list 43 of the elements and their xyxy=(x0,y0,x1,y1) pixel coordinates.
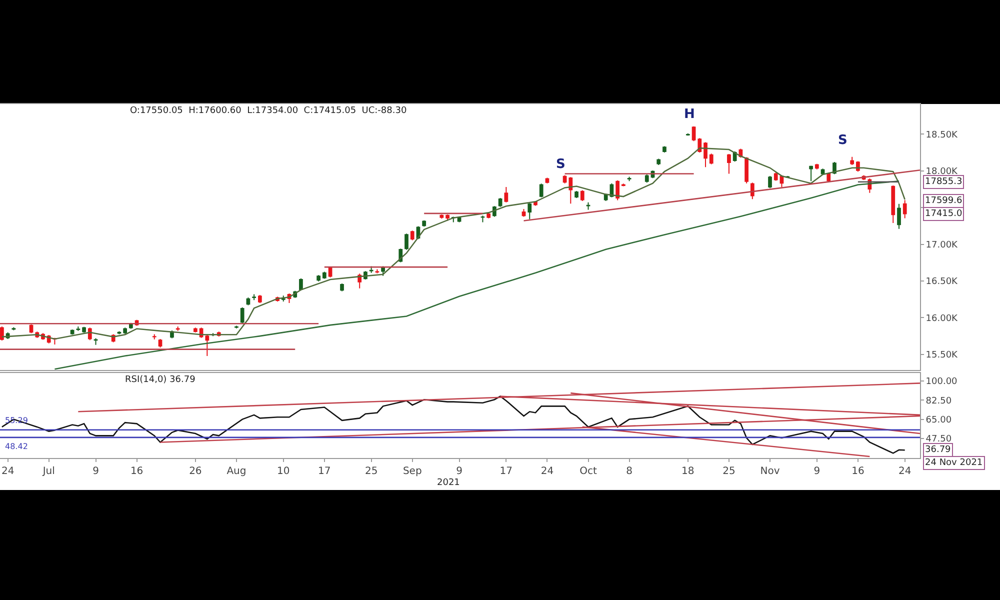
text: 24 Nov 2021 xyxy=(925,458,983,468)
text: 17855.3 xyxy=(925,177,962,187)
x-tick-label: 16 xyxy=(852,466,864,477)
x-tick-label: 10 xyxy=(277,466,290,477)
x-tick-label: 25 xyxy=(722,466,736,477)
x-tick-label: Oct xyxy=(580,466,597,477)
x-tick-label: 16 xyxy=(130,466,144,477)
y-tick-label: 82.50 xyxy=(926,396,952,406)
x-tick-label: 24 xyxy=(540,466,554,477)
annotation: O:17550.05 H:17600.60 L:17354.00 C:17415.05 UC:-88.30 xyxy=(130,106,407,116)
x-tick-label: Aug xyxy=(226,466,246,477)
x-tick-label: Nov xyxy=(760,466,780,477)
x-tick-label: 8 xyxy=(626,466,632,477)
y-tick-label: 47.50 xyxy=(926,434,952,445)
x-tick-label: 24 xyxy=(1,466,14,477)
y-tick-label: 17.00K xyxy=(926,240,959,250)
annotation: H xyxy=(684,107,695,122)
x-tick-label: 9 xyxy=(456,466,462,477)
text: 36.79 xyxy=(925,445,952,455)
x-tick-label: Sep xyxy=(402,466,422,477)
x-tick-label: 25 xyxy=(364,466,378,477)
y-tick-label: 16.00K xyxy=(926,314,959,324)
annotation: RSI(14,0) 36.79 xyxy=(125,375,196,385)
y-tick-label: 100.00 xyxy=(926,377,958,388)
x-tick-label: 9 xyxy=(92,466,99,477)
x-tick-label: 18 xyxy=(682,466,694,477)
text: 17415.0 xyxy=(925,209,962,219)
x-tick-label: 24 xyxy=(898,466,912,477)
x-tick-label: 9 xyxy=(814,466,820,477)
x-tick-label: 17 xyxy=(318,466,331,477)
text: 17599.6 xyxy=(925,196,962,206)
y-tick-label: 16.50K xyxy=(926,277,959,288)
annotation: S xyxy=(556,157,566,172)
x-tick-label: Jul xyxy=(42,466,55,477)
annotation: S xyxy=(838,133,848,148)
ref-line-label: 48.42 xyxy=(5,442,28,451)
x-tick-label: 26 xyxy=(189,466,202,477)
y-tick-label: 18.00K xyxy=(926,166,959,177)
x-tick-label: 17 xyxy=(500,466,513,477)
y-tick-label: 65.00 xyxy=(926,415,952,426)
text: 2021 xyxy=(437,478,460,488)
y-tick-label: 18.50K xyxy=(926,130,959,140)
y-tick-label: 15.50K xyxy=(926,350,959,361)
